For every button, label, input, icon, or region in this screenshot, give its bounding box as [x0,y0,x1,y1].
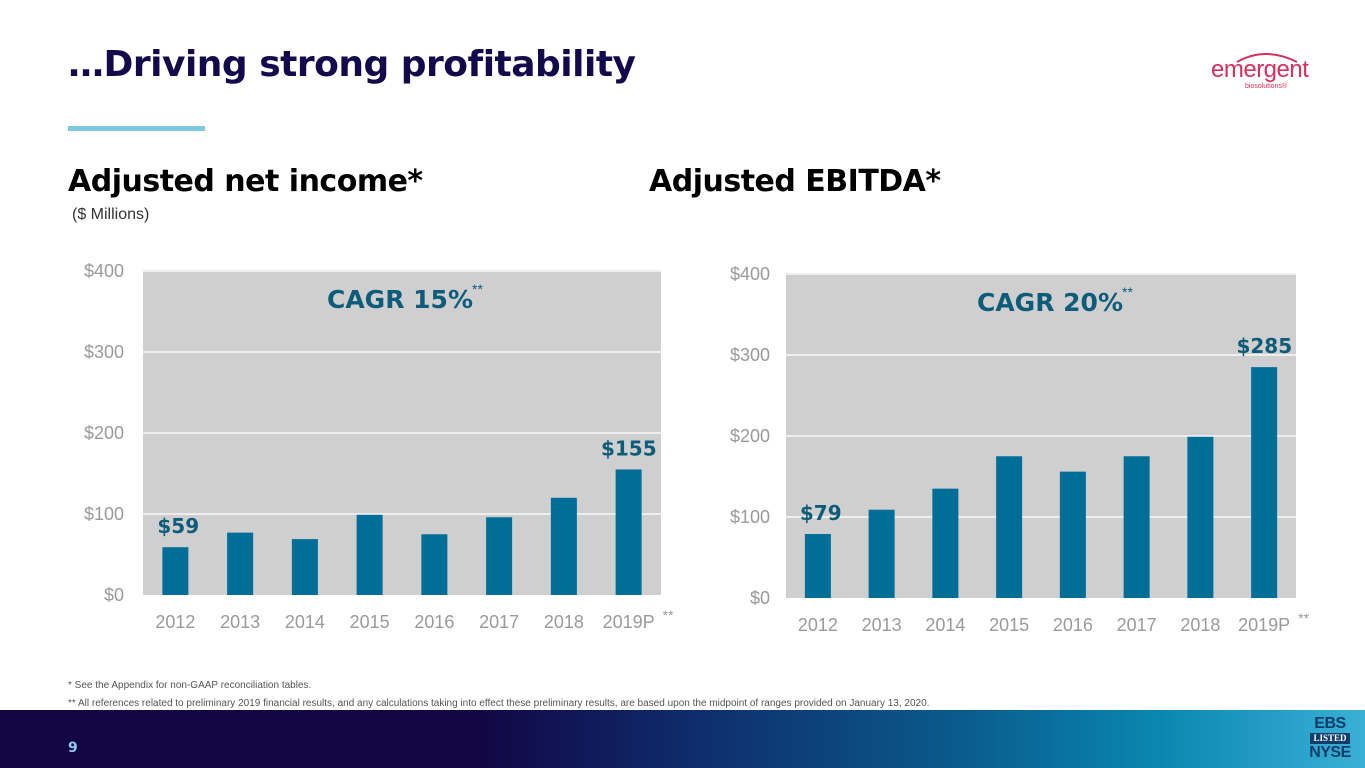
footnote-2: ** All references related to preliminary… [68,698,930,709]
cagr-footnote-marker: ** [1122,284,1133,300]
y-tick-label: $300 [730,345,770,365]
bar-2013 [227,532,254,595]
bar-2013 [868,509,895,598]
bar-2018 [1187,436,1214,598]
bar-2018 [550,497,577,595]
company-logo: emergent biosolutions® [1205,48,1315,93]
slide-title: …Driving strong profitability [68,44,636,85]
bar-2014 [932,488,959,598]
y-tick-label: $100 [84,504,124,524]
cagr-footnote-marker: ** [472,281,483,297]
cagr-annotation: CAGR 20% [977,288,1123,317]
x-tick-label: 2014 [925,615,965,635]
y-tick-label: $200 [730,426,770,446]
logo-wordmark: emergent [1211,56,1309,83]
page-number: 9 [68,740,78,756]
x-tick-footnote-marker: ** [1298,610,1309,626]
logo-arc-icon [1236,53,1298,63]
ticker-label: EBS [1314,715,1346,732]
y-tick-label: $400 [84,261,124,281]
data-label: $155 [601,436,657,460]
listed-label: LISTED [1310,733,1350,744]
title-underline [68,126,205,131]
x-tick-label: 2018 [544,612,584,632]
y-tick-label: $100 [730,507,770,527]
x-tick-footnote-marker: ** [663,607,674,623]
x-tick-label: 2014 [285,612,325,632]
x-tick-label: 2015 [350,612,390,632]
bar-2012 [804,534,831,598]
logo-subtext: biosolutions® [1245,83,1288,90]
y-tick-label: $400 [730,264,770,284]
bar-2012 [162,547,189,595]
nyse-listed-badge: EBS LISTED NYSE [1307,716,1353,761]
bar-2015 [356,514,383,595]
units-label: ($ Millions) [72,206,150,223]
x-tick-label: 2019P [603,612,655,632]
bar-2016 [421,534,448,595]
exchange-label: NYSE [1309,744,1351,761]
data-label: $59 [157,514,199,538]
x-tick-label: 2013 [220,612,260,632]
bar-2014 [291,539,318,595]
data-label: $285 [1236,334,1292,358]
x-tick-label: 2017 [479,612,519,632]
footnote-1: * See the Appendix for non-GAAP reconcil… [68,680,312,691]
bar-2016 [1059,471,1086,598]
x-tick-label: 2016 [414,612,454,632]
footer-bar: 9 EBS LISTED NYSE [0,710,1365,768]
footnotes: * See the Appendix for non-GAAP reconcil… [68,677,929,713]
x-tick-label: 2012 [155,612,195,632]
x-tick-label: 2019P [1238,615,1290,635]
y-tick-label: $300 [84,342,124,362]
x-tick-label: 2015 [989,615,1029,635]
x-tick-label: 2012 [798,615,838,635]
x-tick-label: 2018 [1180,615,1220,635]
y-tick-label: $0 [104,585,124,605]
y-tick-label: $0 [750,588,770,608]
x-tick-label: 2016 [1053,615,1093,635]
x-tick-label: 2013 [862,615,902,635]
ebitda-heading: Adjusted EBITDA* [649,164,941,199]
bar-2015 [996,456,1023,598]
bar-2019P [1251,367,1278,598]
data-label: $79 [800,501,842,525]
x-tick-label: 2017 [1117,615,1157,635]
cagr-annotation: CAGR 15% [327,285,473,314]
bar-2019P [615,469,642,595]
y-tick-label: $200 [84,423,124,443]
bar-2017 [1123,456,1150,598]
bar-2017 [486,517,513,595]
net-income-heading: Adjusted net income* [68,164,423,199]
